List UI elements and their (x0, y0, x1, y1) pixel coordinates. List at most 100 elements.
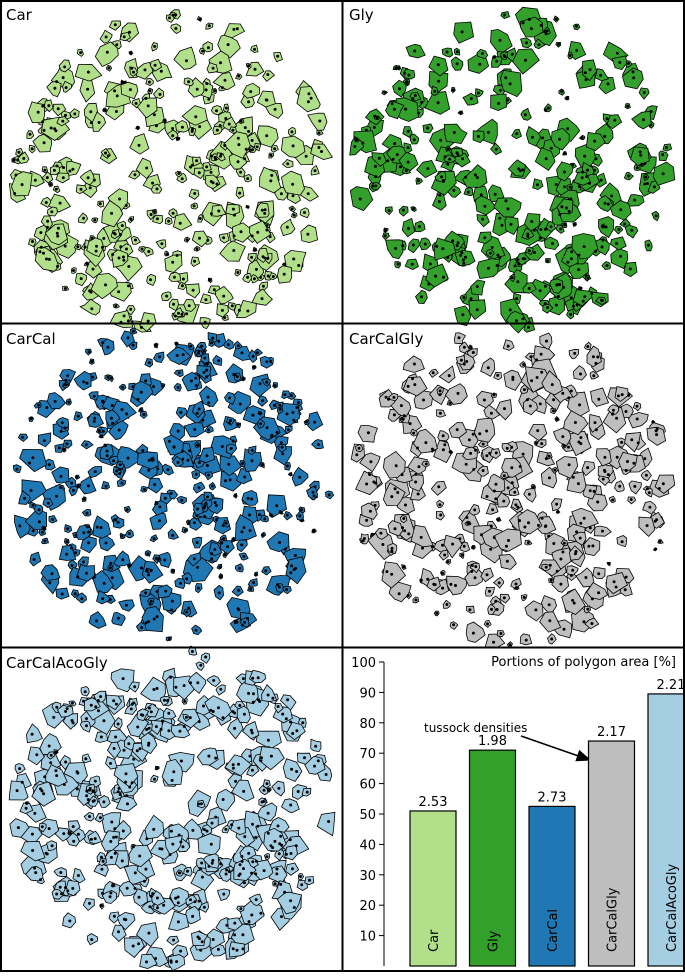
tussock-point (403, 71, 407, 75)
tussock-point (97, 429, 101, 433)
tussock-point (300, 518, 304, 522)
tussock-point (544, 227, 547, 231)
tussock-point (260, 756, 263, 760)
tussock-point (124, 918, 128, 922)
tussock-point (247, 100, 251, 104)
tussock-point (240, 530, 244, 534)
tussock-point (195, 159, 199, 163)
tussock-point (270, 173, 274, 177)
tussock-polygon (590, 387, 610, 407)
tussock-point (119, 233, 122, 236)
tussock-point (65, 552, 69, 556)
tussock-point (296, 790, 300, 793)
tussock-point (275, 430, 279, 434)
tussock-point (250, 768, 254, 772)
tussock-point (251, 700, 255, 704)
tussock-point (242, 554, 246, 558)
tussock-point (558, 137, 562, 141)
tussock-point (402, 517, 406, 520)
tussock-point (212, 288, 216, 292)
tussock-point (642, 118, 645, 122)
tussock-point (276, 583, 280, 587)
bar-carcalacogly (647, 693, 685, 967)
tussock-point (556, 294, 560, 298)
tussock-point (408, 422, 412, 426)
tussock-points-carcalgly (355, 336, 665, 647)
tussock-polygon (262, 70, 276, 82)
tussock-point (133, 886, 137, 890)
tussock-point (532, 228, 536, 232)
tussock-point (624, 575, 628, 579)
tussock-point (464, 255, 467, 259)
tussock-point (503, 407, 506, 411)
tussock-polygon (307, 112, 328, 131)
tussock-point (163, 119, 167, 123)
tussock-point (364, 128, 368, 132)
tussock-point (424, 462, 428, 466)
tussock-point (471, 351, 475, 354)
tussock-polygon (555, 456, 579, 479)
tussock-polygon (40, 564, 61, 582)
tussock-point (483, 236, 487, 240)
tussock-point (246, 616, 249, 620)
tussock-point (566, 260, 570, 264)
tussock-polygon (52, 103, 67, 117)
tussock-point (469, 97, 473, 101)
tussock-point (593, 168, 597, 172)
tussock-point (543, 29, 547, 33)
tussock-point (273, 839, 277, 843)
category-label-gly: Gly (487, 930, 502, 952)
tussock-point (195, 87, 199, 91)
tussock-point (543, 302, 547, 306)
tussock-point (214, 815, 218, 819)
tussock-point (109, 761, 112, 765)
tussock-point (196, 681, 200, 685)
tussock-point (547, 534, 551, 538)
tussock-polygon (425, 263, 449, 288)
tussock-point (133, 173, 137, 177)
tussock-point (289, 472, 293, 476)
tussock-point (236, 344, 240, 348)
tussock-point (485, 429, 489, 433)
tussock-point (239, 230, 243, 234)
tussock-polygon (528, 423, 548, 442)
tussock-point (70, 701, 74, 705)
tussock-point (291, 411, 295, 414)
tussock-point (618, 484, 622, 488)
tussock-point (145, 837, 149, 841)
tussock-point (441, 179, 445, 182)
tussock-point (15, 467, 19, 471)
tussock-polygon (258, 746, 285, 771)
tussock-point (64, 710, 68, 713)
tussock-point (93, 218, 97, 222)
tussock-point (438, 193, 442, 197)
tussock-point (147, 726, 151, 730)
tussock-point (45, 257, 48, 261)
tussock-point (190, 129, 194, 133)
tussock-point (495, 608, 499, 611)
y-tick-label: 10 (359, 930, 376, 945)
tussock-point (540, 516, 544, 520)
tussock-point (127, 742, 131, 746)
tussock-point (278, 541, 282, 544)
tussock-point (202, 704, 205, 708)
tussock-point (569, 197, 573, 201)
tussock-point (209, 212, 213, 216)
tussock-point (202, 349, 206, 353)
tussock-point (147, 361, 151, 365)
tussock-point (172, 770, 176, 774)
tussock-point (242, 526, 246, 530)
tussock-point (265, 228, 269, 232)
tussock-point (592, 374, 596, 378)
tussock-polygon (234, 514, 257, 542)
tussock-point (508, 643, 512, 647)
tussock-point (518, 465, 522, 468)
tussock-point (533, 251, 536, 255)
tussock-point (615, 242, 619, 245)
tussock-point (122, 258, 126, 262)
tussock-point (500, 223, 504, 227)
tussock-point (539, 352, 543, 356)
tussock-point (426, 577, 430, 581)
tussock-point (231, 439, 235, 443)
tussock-point (126, 456, 130, 460)
